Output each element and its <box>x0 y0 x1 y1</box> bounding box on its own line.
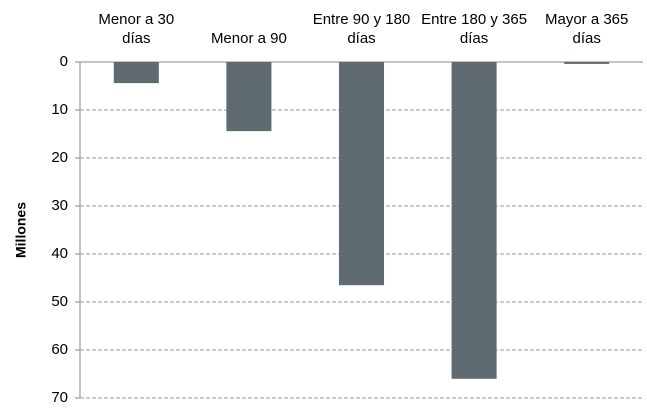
y-tick-label: 10 <box>51 101 68 118</box>
y-tick-label: 0 <box>60 53 68 70</box>
bar <box>113 62 159 84</box>
bar <box>226 62 272 132</box>
x-tick-label: Entre 90 y 180 días <box>312 11 411 47</box>
y-tick-label: 60 <box>51 341 68 358</box>
x-tick-label: Menor a 30 días <box>98 11 175 47</box>
bar <box>338 62 385 286</box>
y-tick-label: 50 <box>51 293 68 310</box>
x-tick-label: Menor a 90 <box>210 30 287 47</box>
y-tick-label: 40 <box>51 245 68 262</box>
y-tick-label: 30 <box>51 197 68 214</box>
x-tick-label: Mayor a 365 días <box>544 11 629 47</box>
y-axis-label: Millones <box>13 202 29 258</box>
bar <box>451 62 497 379</box>
y-tick-label: 70 <box>51 389 68 406</box>
x-tick-label: Entre 180 y 365 días <box>421 11 528 47</box>
y-tick-label: 20 <box>51 149 68 166</box>
bar <box>564 62 610 64</box>
